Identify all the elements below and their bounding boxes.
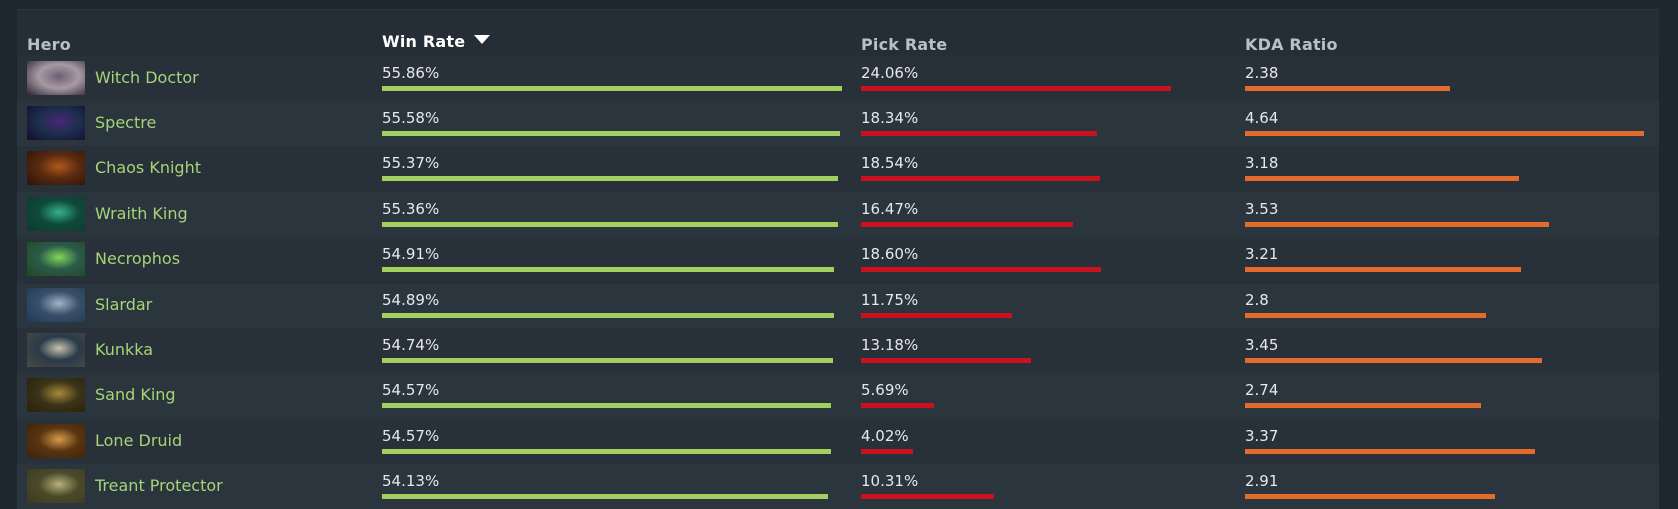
hero-name-link[interactable]: Lone Druid: [95, 430, 183, 450]
win-rate-value: 55.58%: [382, 108, 440, 127]
kda-ratio-bar: [1245, 448, 1535, 454]
kda-ratio-bar: [1245, 85, 1450, 91]
kda-ratio-bar: [1245, 403, 1481, 409]
column-header-kda-ratio[interactable]: KDA Ratio: [1245, 35, 1338, 54]
pick-rate-value: 18.60%: [861, 245, 919, 264]
hero-portrait[interactable]: [27, 469, 85, 504]
win-rate-bar: [382, 267, 835, 273]
hero-name-link[interactable]: Kunkka: [95, 339, 154, 359]
kda-ratio-bar: [1245, 357, 1542, 363]
pick-rate-bar: [861, 403, 935, 409]
win-rate-value: 55.37%: [382, 154, 440, 173]
win-rate-bar: [382, 403, 832, 409]
hero-portrait[interactable]: [27, 378, 85, 413]
table-row[interactable]: Slardar 54.89% 11.75% 2.8: [17, 282, 1659, 328]
table-row[interactable]: Wraith King 55.36% 16.47% 3.53: [17, 191, 1659, 238]
pick-rate-bar: [861, 357, 1031, 363]
pick-rate-bar: [861, 85, 1171, 91]
kda-ratio-value: 2.38: [1245, 63, 1279, 82]
kda-ratio-value: 3.45: [1245, 335, 1279, 354]
kda-ratio-value: 3.21: [1245, 245, 1279, 264]
pick-rate-value: 18.54%: [861, 154, 919, 173]
column-header-hero[interactable]: Hero: [27, 35, 71, 54]
kda-ratio-bar: [1245, 312, 1486, 318]
pick-rate-value: 11.75%: [861, 290, 919, 309]
kda-ratio-value: 2.91: [1245, 472, 1279, 491]
win-rate-bar: [382, 312, 834, 318]
win-rate-value: 54.74%: [382, 335, 440, 354]
pick-rate-value: 13.18%: [861, 335, 919, 354]
hero-portrait[interactable]: [27, 242, 85, 277]
hero-name-link[interactable]: Spectre: [95, 112, 157, 132]
win-rate-value: 54.91%: [382, 245, 440, 264]
kda-ratio-value: 2.8: [1245, 290, 1269, 309]
hero-name-link[interactable]: Slardar: [95, 294, 153, 314]
pick-rate-bar: [861, 494, 994, 500]
hero-name-link[interactable]: Witch Doctor: [95, 67, 199, 87]
win-rate-value: 55.86%: [382, 63, 440, 82]
kda-ratio-value: 3.37: [1245, 426, 1279, 445]
hero-name-link[interactable]: Necrophos: [95, 249, 181, 269]
pick-rate-bar: [861, 267, 1101, 273]
table-row[interactable]: Spectre 55.58% 18.34% 4.64: [17, 100, 1659, 147]
hero-name-link[interactable]: Sand King: [95, 385, 176, 405]
hero-portrait[interactable]: [27, 287, 85, 322]
table-row[interactable]: Kunkka 54.74% 13.18% 3.45: [17, 327, 1659, 374]
pick-rate-value: 4.02%: [861, 426, 909, 445]
win-rate-bar: [382, 494, 828, 500]
hero-portrait[interactable]: [27, 60, 85, 95]
hero-portrait[interactable]: [27, 151, 85, 186]
column-header-win-rate[interactable]: Win Rate: [382, 32, 491, 51]
win-rate-bar: [382, 176, 838, 182]
kda-ratio-bar: [1245, 221, 1549, 227]
sort-descending-icon: [474, 35, 491, 44]
table-header: Hero Win Rate Pick Rate KDA Ratio: [17, 21, 1659, 55]
pick-rate-value: 18.34%: [861, 108, 919, 127]
win-rate-value: 54.13%: [382, 472, 440, 491]
win-rate-bar: [382, 448, 832, 454]
pick-rate-bar: [861, 176, 1100, 182]
hero-name-link[interactable]: Treant Protector: [95, 476, 223, 496]
hero-stats-table: Hero Win Rate Pick Rate KDA Ratio Witch …: [17, 9, 1659, 509]
win-rate-bar: [382, 357, 833, 363]
win-rate-value: 54.57%: [382, 426, 440, 445]
win-rate-bar: [382, 85, 842, 91]
pick-rate-bar: [861, 448, 913, 454]
pick-rate-value: 10.31%: [861, 472, 919, 491]
hero-portrait[interactable]: [27, 196, 85, 231]
pick-rate-value: 24.06%: [861, 63, 919, 82]
table-row[interactable]: Sand King 54.57% 5.69% 2.74: [17, 373, 1659, 419]
hero-name-link[interactable]: Wraith King: [95, 203, 188, 223]
win-rate-value: 54.57%: [382, 381, 440, 400]
table-row[interactable]: Chaos Knight 55.37% 18.54% 3.18: [17, 146, 1659, 192]
pick-rate-value: 5.69%: [861, 381, 909, 400]
kda-ratio-value: 2.74: [1245, 381, 1279, 400]
column-header-pick-rate[interactable]: Pick Rate: [861, 35, 948, 54]
pick-rate-bar: [861, 130, 1098, 136]
hero-portrait[interactable]: [27, 332, 85, 367]
hero-portrait[interactable]: [27, 105, 85, 140]
win-rate-bar: [382, 130, 840, 136]
table-row[interactable]: Witch Doctor 55.86% 24.06% 2.38: [17, 55, 1659, 101]
kda-ratio-bar: [1245, 176, 1519, 182]
win-rate-bar: [382, 221, 838, 227]
pick-rate-bar: [861, 312, 1013, 318]
win-rate-value: 54.89%: [382, 290, 440, 309]
kda-ratio-bar: [1245, 267, 1521, 273]
table-row[interactable]: Treant Protector 54.13% 10.31% 2.91: [17, 464, 1659, 509]
hero-name-link[interactable]: Chaos Knight: [95, 158, 201, 178]
kda-ratio-bar: [1245, 130, 1644, 136]
pick-rate-value: 16.47%: [861, 199, 919, 218]
win-rate-value: 55.36%: [382, 199, 440, 218]
kda-ratio-value: 4.64: [1245, 108, 1279, 127]
column-header-win-rate-label: Win Rate: [382, 32, 466, 51]
kda-ratio-value: 3.18: [1245, 154, 1279, 173]
hero-portrait[interactable]: [27, 423, 85, 458]
kda-ratio-bar: [1245, 494, 1496, 500]
table-row[interactable]: Lone Druid 54.57% 4.02% 3.37: [17, 418, 1659, 465]
kda-ratio-value: 3.53: [1245, 199, 1279, 218]
table-row[interactable]: Necrophos 54.91% 18.60% 3.21: [17, 237, 1659, 283]
pick-rate-bar: [861, 221, 1074, 227]
